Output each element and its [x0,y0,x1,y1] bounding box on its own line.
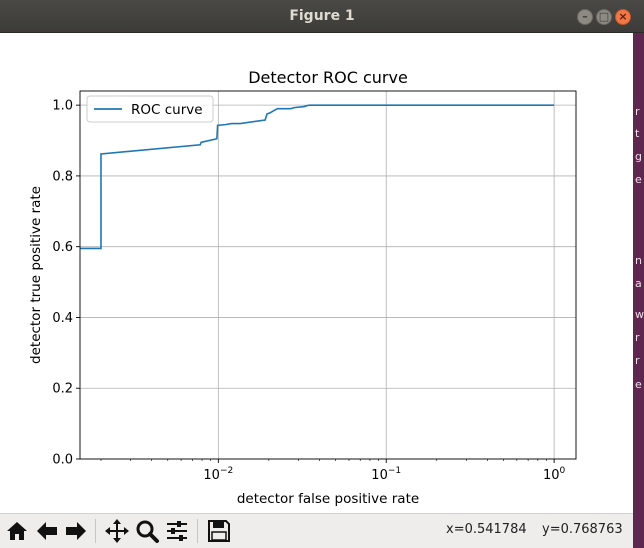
title-bar[interactable]: Figure 1 – □ × [0,0,644,33]
legend-label: ROC curve [131,102,203,118]
background-window-glyph: g [635,150,642,163]
configure-subplots-button[interactable] [164,518,190,544]
maximize-button[interactable]: □ [596,9,612,25]
roc-curve-line [80,104,555,250]
back-button[interactable] [34,518,60,544]
x-tick-label: 10−2 [203,466,233,483]
background-window-glyph: e [635,378,642,391]
figure-canvas[interactable]: 10−2 10−1 100 0.0 0.2 0.4 0.6 0.8 1.0 Detector RO… [0,33,644,513]
pan-icon [105,519,129,543]
forward-icon [66,522,86,540]
background-window-glyph: n [635,254,642,267]
x-tick-label: 10−1 [371,466,401,483]
save-button[interactable] [206,518,232,544]
home-icon [7,522,27,540]
legend-box [86,95,214,123]
background-window-glyph: r [635,105,640,118]
y-axis-label: detector true positive rate [28,186,44,364]
background-window-glyph: t [635,127,640,140]
forward-button[interactable] [63,518,89,544]
plot-area [80,91,576,459]
back-icon [37,522,57,540]
chart-title: Detector ROC curve [248,68,408,87]
background-window-glyph: r [635,354,640,367]
configure-subplots-icon [167,521,187,541]
pan-button[interactable] [104,518,130,544]
y-tick-label: 0.2 [52,382,73,397]
background-window-glyph: w [635,308,644,321]
cursor-y-readout: y=0.768763 [542,522,623,537]
save-icon [208,520,230,542]
cursor-x-readout: x=0.541784 [446,522,527,537]
y-tick-label: 0.6 [52,240,73,255]
zoom-button[interactable] [134,518,160,544]
y-tick-label: 0.0 [52,453,73,468]
background-window-glyph: e [635,173,642,186]
zoom-icon [136,520,159,543]
background-window-glyph: r [635,331,640,344]
close-button[interactable]: × [615,9,631,25]
home-button[interactable] [4,518,30,544]
minimize-button[interactable]: – [577,9,593,25]
background-window-glyph: a [635,277,642,290]
toolbar-separator [95,519,96,543]
y-tick-label: 1.0 [52,99,73,114]
navigation-toolbar: x=0.541784 y=0.768763 [0,513,644,548]
axes-frame [79,90,577,460]
y-tick-label: 0.8 [52,169,73,184]
toolbar-separator [197,519,198,543]
y-tick-label: 0.4 [52,311,73,326]
window-title: Figure 1 [289,8,355,24]
x-axis-label: detector false positive rate [237,491,419,507]
roc-chart: 10−2 10−1 100 0.0 0.2 0.4 0.6 0.8 1.0 Detector RO… [28,68,577,507]
x-tick-label: 100 [543,466,566,483]
